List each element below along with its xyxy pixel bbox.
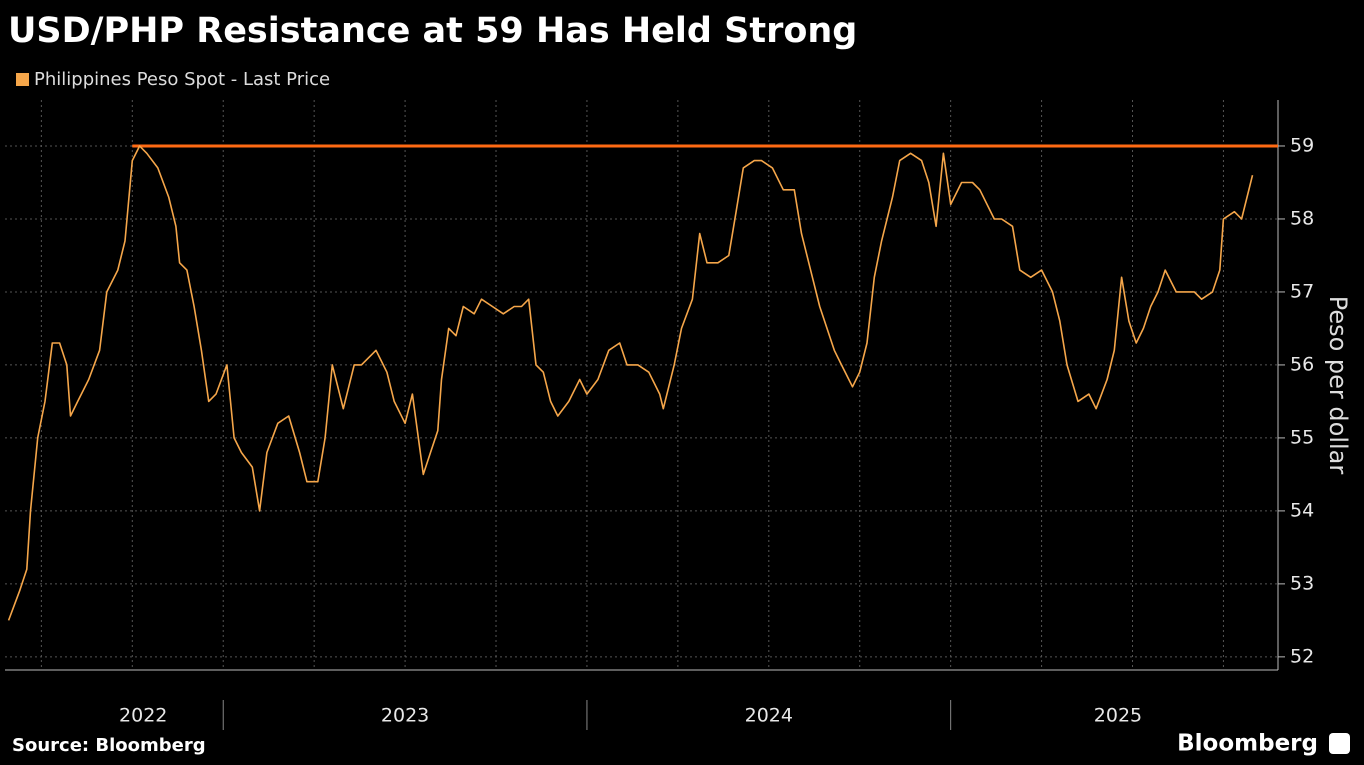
y-tick-label: 58 — [1290, 207, 1314, 229]
brand-icon — [1329, 733, 1350, 754]
legend-swatch — [16, 73, 29, 86]
y-tick-label: 52 — [1290, 645, 1314, 667]
y-tick-label: 56 — [1290, 353, 1314, 375]
source: Source: Bloomberg — [12, 735, 206, 756]
x-tick-label: 2024 — [745, 705, 793, 727]
y-tick-label: 54 — [1290, 499, 1314, 521]
chart-title: USD/PHP Resistance at 59 Has Held Strong — [8, 11, 857, 51]
price-line — [7, 145, 1254, 621]
x-tick-label: 2025 — [1094, 705, 1142, 727]
y-tick-label: 55 — [1290, 426, 1314, 448]
x-tick-label: 2023 — [381, 705, 429, 727]
legend-label: Philippines Peso Spot - Last Price — [34, 69, 330, 90]
y-tick-label: 59 — [1290, 134, 1314, 156]
brand: Bloomberg — [1177, 731, 1318, 757]
x-tick-label: 2022 — [119, 705, 167, 727]
y-tick-label: 53 — [1290, 572, 1314, 594]
y-tick-label: 57 — [1290, 280, 1314, 302]
y-axis-label: Peso per dollar — [1324, 296, 1352, 475]
